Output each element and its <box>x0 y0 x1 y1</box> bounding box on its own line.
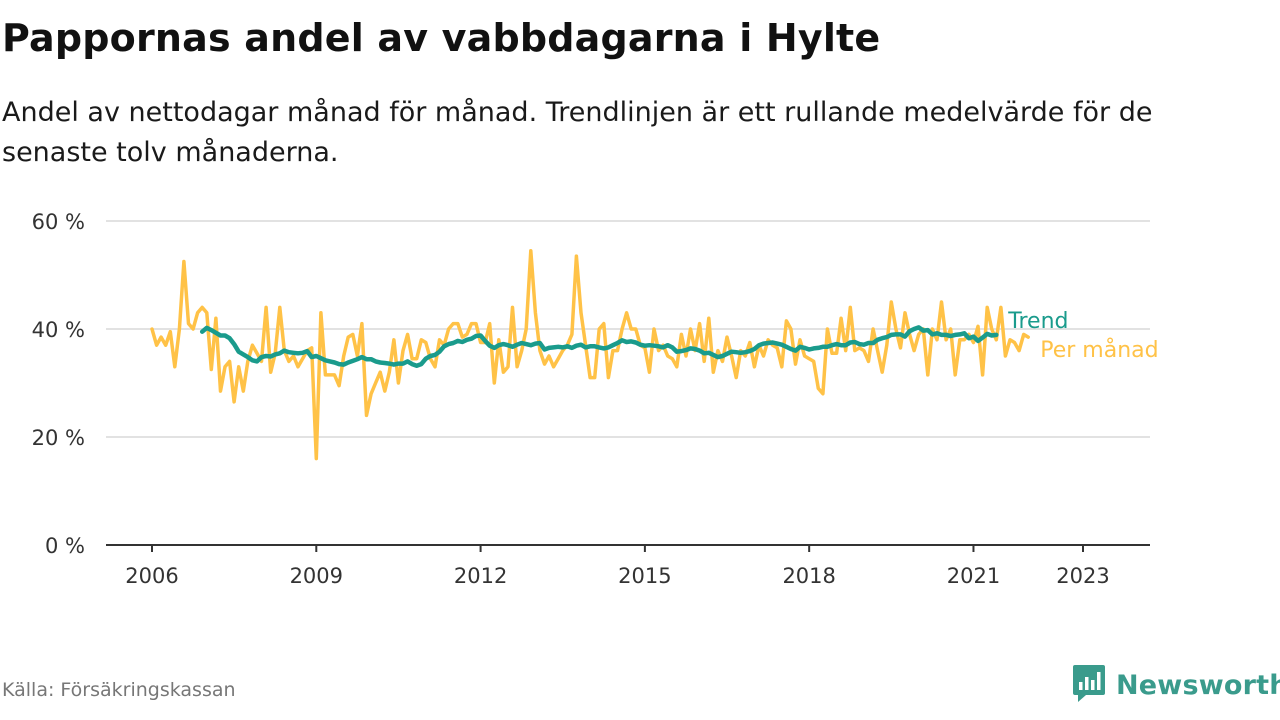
series-lines <box>150 248 1030 461</box>
y-axis-tick-labels: 0 % 20 % 40 % 60 % <box>32 210 85 558</box>
x-tick-label: 2023 <box>1056 564 1109 588</box>
x-tick-label: 2006 <box>125 564 178 588</box>
y-tick-label: 40 % <box>32 318 85 342</box>
x-axis: 2006 2009 2012 2015 2018 2021 2023 <box>106 544 1150 588</box>
line-chart: 0 % 20 % 40 % 60 % 2006 2009 2012 2015 2018 2021… <box>32 210 1159 588</box>
x-tick-label: 2021 <box>947 564 1000 588</box>
newsworthy-logo-icon <box>1072 663 1106 707</box>
x-tick-label: 2018 <box>782 564 835 588</box>
x-tick-label: 2015 <box>618 564 671 588</box>
series-label-trend: Trend <box>1007 309 1068 334</box>
chart-title: Pappornas andel av vabbdagarna i Hylte <box>2 16 881 60</box>
chart-subtitle: Andel av nettodagar månad för månad. Tre… <box>2 97 1153 168</box>
series-end-labels: Per månad Trend <box>1007 309 1158 363</box>
x-tick-label: 2012 <box>454 564 507 588</box>
series-label-monthly: Per månad <box>1040 337 1158 363</box>
brand-name: Newsworthy <box>1116 669 1280 701</box>
series-line-monthly <box>150 248 1030 461</box>
y-tick-label: 20 % <box>32 426 85 450</box>
brand-logo: Newsworthy <box>1072 665 1280 705</box>
x-tick-label: 2009 <box>290 564 343 588</box>
source-note: Källa: Försäkringskassan <box>2 679 236 701</box>
y-tick-label: 0 % <box>45 534 85 558</box>
series-line-trend <box>199 325 999 368</box>
y-tick-label: 60 % <box>32 210 85 234</box>
